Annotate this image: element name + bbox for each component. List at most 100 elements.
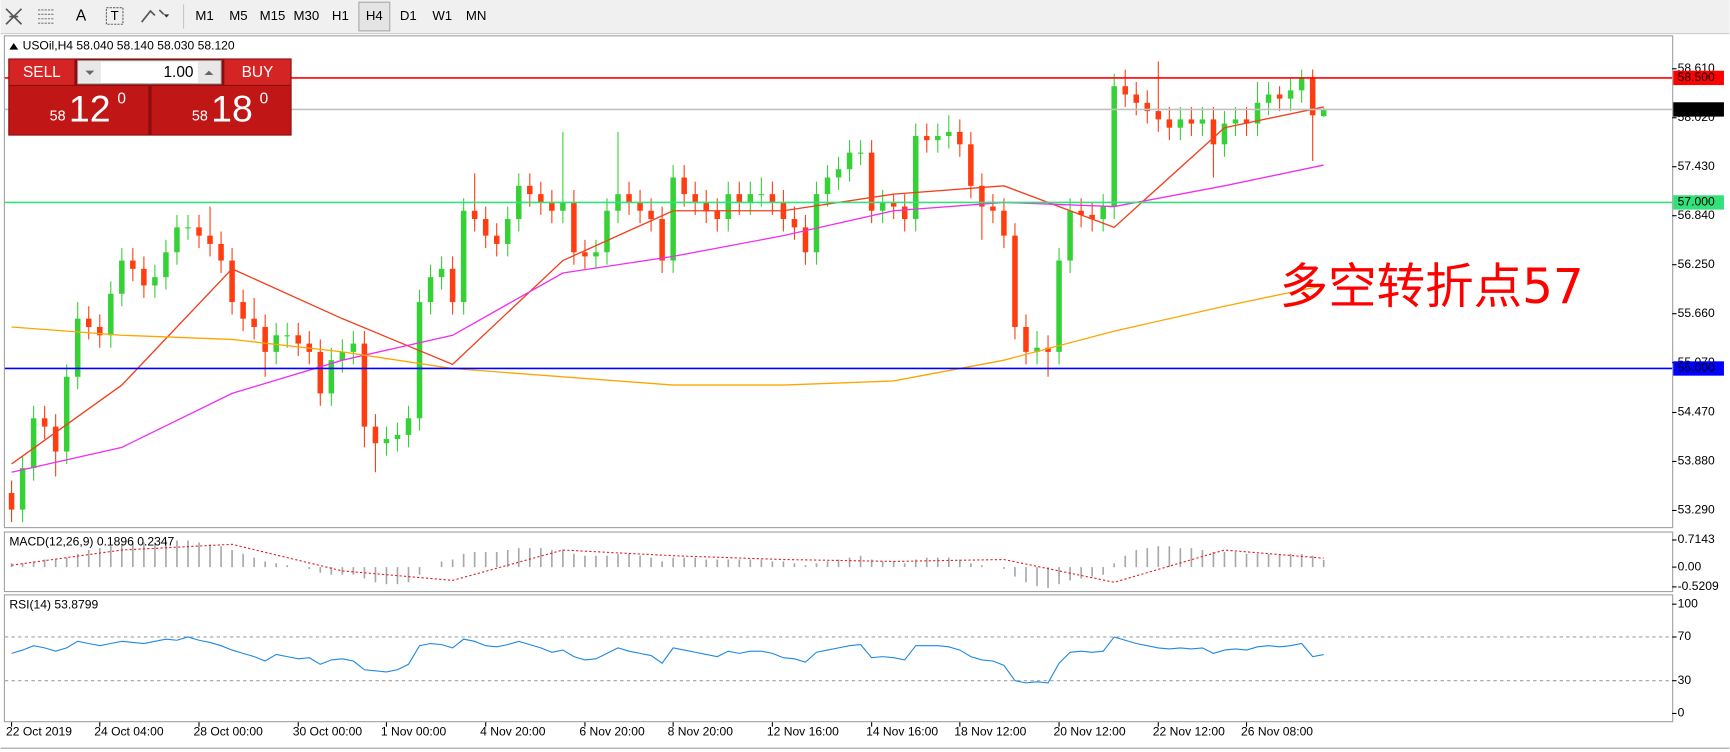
candle-body (1320, 109, 1327, 117)
arrows-tool[interactable] (141, 9, 170, 23)
x-tick-label: 18 Nov 12:00 (954, 724, 1026, 738)
candle-body (1210, 119, 1217, 145)
candle-body (593, 252, 599, 257)
candle-body (990, 206, 996, 211)
moving-average (11, 106, 1324, 465)
ask-digits: 18 (211, 87, 253, 129)
label-tool[interactable]: T (111, 8, 119, 23)
x-tick-label: 1 Nov 00:00 (381, 724, 447, 738)
candle-body (791, 219, 798, 228)
candle-body (670, 177, 676, 261)
candle-body (1023, 326, 1029, 352)
timeframe-button[interactable]: MN (466, 8, 487, 23)
candle-body (504, 219, 511, 244)
timeframe-button[interactable]: M30 (294, 8, 320, 23)
bid-box[interactable] (9, 86, 149, 135)
candle-body (1111, 86, 1117, 207)
y-tick-label: 0.00 (1678, 559, 1702, 573)
timeframe-button[interactable]: M5 (229, 8, 247, 23)
candle-body (736, 194, 743, 203)
timeframe-button[interactable]: M1 (195, 8, 213, 23)
crosshair-tool[interactable] (5, 8, 23, 25)
y-tick-label: 53.290 (1678, 503, 1715, 517)
candle-body (1309, 77, 1316, 116)
candle-body (295, 335, 301, 344)
candle-body (427, 277, 434, 303)
timeframe-button[interactable]: M15 (260, 8, 286, 23)
candle-body (571, 202, 577, 253)
candle-body (52, 426, 59, 452)
panel-title: MACD(12,26,9) 0.1896 0.2347 (9, 535, 174, 549)
ask-box[interactable] (151, 86, 291, 135)
candle-body (460, 210, 467, 303)
x-tick-label: 22 Nov 12:00 (1153, 724, 1225, 738)
candle-body (968, 144, 974, 186)
timeframe-button[interactable]: H1 (332, 8, 349, 23)
candle-body (1166, 119, 1173, 128)
candle-body (361, 343, 368, 427)
y-tick-label: 0 (1678, 706, 1685, 720)
bid-big: 58 (50, 109, 66, 125)
moving-average (11, 284, 1324, 386)
lots-value: 1.00 (163, 64, 193, 81)
candle-body (174, 227, 180, 253)
candle-body (350, 343, 357, 352)
candle-body (835, 169, 842, 178)
candle-body (284, 335, 290, 337)
lines-tool[interactable] (38, 9, 54, 24)
lots-box[interactable] (77, 60, 222, 85)
timeframe-button[interactable]: W1 (432, 8, 452, 23)
panel-title: USOil,H4 58.040 58.140 58.030 58.120 (23, 39, 235, 53)
candle-body (1012, 235, 1018, 327)
candle-body (692, 194, 698, 203)
candle-body (758, 194, 765, 196)
order-panel: SELL 1.00 BUY 58 12 0 58 18 0 (8, 58, 292, 136)
toolbar: A T M1 M5 M15 M30 H1 H4 D1 W1 MN (0, 0, 1730, 35)
candle-body (582, 252, 588, 257)
candle-body (769, 194, 776, 203)
title-marker (9, 43, 19, 50)
candle-body (196, 227, 202, 236)
timeframe-button[interactable]: H4 (366, 8, 383, 23)
y-tick-label: 53.880 (1678, 454, 1715, 468)
level-label: 58.500 (1678, 70, 1715, 84)
candle-body (97, 326, 103, 336)
x-tick-label: 24 Oct 04:00 (94, 724, 164, 738)
candle-body (471, 210, 478, 220)
candle-body (846, 152, 853, 170)
candle-body (30, 418, 37, 469)
candle-body (935, 136, 941, 141)
candle-body (85, 318, 92, 327)
candle-body (901, 206, 908, 220)
candle-body (527, 185, 533, 195)
y-tick-label: 55.660 (1678, 306, 1715, 320)
label-tool-frame (105, 7, 124, 25)
macd-panel (3, 531, 1674, 593)
candle-body (317, 351, 324, 394)
text-tool[interactable]: A (76, 8, 87, 25)
candle-body (725, 194, 732, 220)
candle-body (637, 202, 643, 211)
candle-body (185, 227, 191, 229)
candle-body (648, 210, 654, 220)
candle-body (229, 260, 235, 303)
candle-body (681, 177, 687, 195)
plots: USOil,H4 58.040 58.140 58.030 58.12058.6… (4, 39, 1724, 738)
candle-body (372, 426, 379, 444)
candle-body (493, 235, 500, 244)
buy-button[interactable] (224, 59, 291, 85)
candle-body (1100, 206, 1106, 220)
x-tick-label: 28 Oct 00:00 (193, 724, 263, 738)
candle-body (1001, 210, 1007, 236)
candle-body (405, 418, 412, 435)
bid-digits: 12 (69, 87, 111, 129)
sell-button[interactable] (9, 59, 75, 85)
candle-body (1177, 119, 1184, 128)
level-label-box (1673, 70, 1724, 86)
timeframe-button[interactable]: D1 (400, 8, 417, 23)
candle-body (119, 260, 125, 294)
candle-body (747, 194, 754, 203)
candle-body (604, 210, 610, 253)
x-tick-label: 6 Nov 20:00 (579, 724, 645, 738)
level-label-box (1673, 195, 1724, 210)
